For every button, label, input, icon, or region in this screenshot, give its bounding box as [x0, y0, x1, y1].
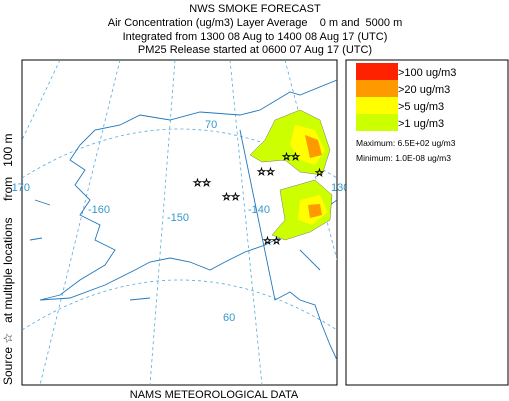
side-label: Source ☆ at multiple locations from 100 … [1, 133, 15, 385]
legend-swatch [356, 97, 398, 114]
coastline [39, 79, 337, 301]
meridian [39, 60, 121, 385]
legend-swatch [356, 80, 398, 97]
legend: >100 ug/m3 >20 ug/m3 >5 ug/m3 >1 ug/m3 Maxi… [345, 59, 509, 386]
legend-label: >1 ug/m3 [398, 118, 444, 130]
graticule-label: -140 [248, 204, 270, 216]
source-marker: ☆☆ [257, 167, 275, 178]
meridian [149, 60, 176, 385]
legend-label: >5 ug/m3 [398, 101, 444, 113]
legend-swatch [356, 114, 398, 131]
source-marker: ☆ [315, 168, 324, 179]
graticule-label: 130 [331, 182, 349, 194]
title: NWS SMOKE FORECAST [189, 3, 321, 15]
graticule-label: -150 [167, 212, 189, 224]
subtitle: Air Concentration (ug/m3) Layer Average … [108, 17, 403, 29]
legend-swatch [356, 63, 398, 80]
meridian [22, 60, 61, 141]
footer: NAMS METEOROLOGICAL DATA [130, 389, 299, 401]
legend-max: Maximum: 6.5E+02 ug/m3 [356, 138, 456, 148]
legend-label: >100 ug/m3 [398, 67, 456, 79]
source-marker: ☆☆ [193, 178, 211, 189]
border [239, 129, 337, 361]
source-marker: ☆☆ [263, 236, 281, 247]
graticule-label: 70 [205, 119, 217, 131]
legend-label: >20 ug/m3 [398, 84, 450, 96]
subtitle: Integrated from 1300 08 Aug to 1400 08 A… [123, 31, 388, 43]
map: ☆☆ ☆☆ ☆☆ ☆☆ ☆☆ ☆ -170 -160 -150 -140 130 70 60 [8, 59, 349, 386]
graticule-label: 60 [223, 312, 235, 324]
graticule-label: -160 [88, 204, 110, 216]
source-marker: ☆☆ [282, 152, 300, 163]
subtitle: PM25 Release started at 0600 07 Aug 17 (… [138, 44, 372, 56]
legend-min: Minimum: 1.0E-08 ug/m3 [356, 153, 451, 163]
graticule-label: -170 [8, 182, 30, 194]
sources: ☆☆ ☆☆ ☆☆ ☆☆ ☆☆ ☆ [193, 152, 325, 248]
islands [29, 199, 321, 301]
smoke-area [305, 135, 322, 158]
source-marker: ☆☆ [222, 192, 240, 203]
smoke-area [308, 204, 322, 218]
meridian [229, 60, 263, 385]
